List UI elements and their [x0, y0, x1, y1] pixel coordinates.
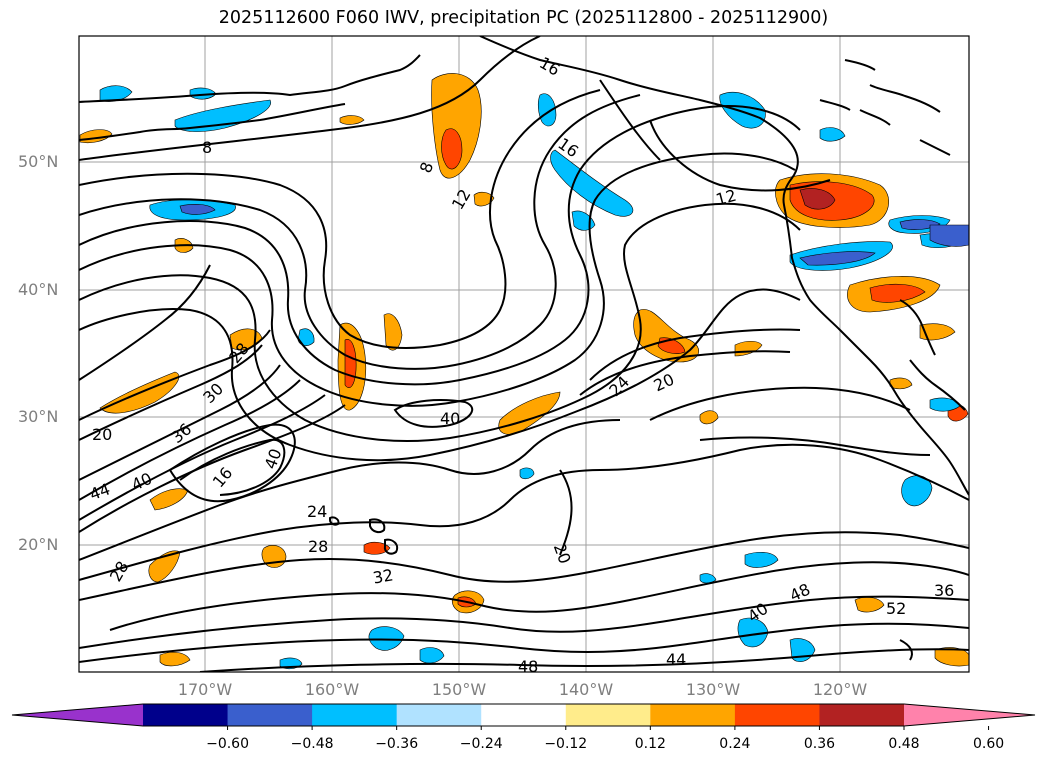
contour-label: 36 [934, 581, 954, 600]
colorbar-tick-label: −0.36 [375, 736, 419, 752]
colorbar-segment [819, 704, 905, 726]
colorbar-tick-label: −0.60 [206, 736, 249, 752]
lon-label: 150°W [431, 680, 487, 699]
contour-label: 44 [666, 650, 686, 669]
contour-label: 48 [518, 657, 538, 676]
colorbar-segment [312, 704, 398, 726]
contour-label: 40 [440, 409, 460, 428]
colorbar-outline [11, 703, 1036, 727]
colorbar-tick-label: 0.36 [803, 736, 836, 752]
lon-label: 130°W [685, 680, 741, 699]
colorbar-tick-label: −0.24 [459, 736, 503, 752]
colorbar-tick-label: 0.48 [888, 736, 920, 752]
colorbar-segment [650, 704, 736, 726]
colorbar-segment [227, 704, 313, 726]
iwv-contours [79, 36, 969, 672]
contour-label: 52 [886, 599, 906, 618]
colorbar-segment [565, 704, 651, 726]
colorbar-extension-low [12, 704, 143, 726]
gridlines [79, 36, 969, 672]
contour-label: 20 [92, 425, 112, 444]
precip-positive-patches [79, 73, 969, 667]
lon-label: 160°W [304, 680, 360, 699]
colorbar-extension-high [904, 704, 1035, 726]
lat-label: 20°N [18, 535, 59, 554]
map-border [78, 35, 970, 673]
colorbar [11, 703, 1036, 730]
lon-label: 120°W [812, 680, 868, 699]
coastlines [79, 36, 969, 661]
lon-label: 140°W [558, 680, 614, 699]
lat-label: 50°N [18, 152, 59, 171]
colorbar-tick-label: −0.48 [290, 736, 334, 752]
colorbar-tick-label: 0.12 [634, 736, 666, 752]
colorbar-tick-label: −0.12 [544, 736, 588, 752]
contour-label: 32 [371, 565, 394, 587]
map-title: 2025112600 F060 IWV, precipitation PC (2… [218, 8, 829, 28]
colorbar-segment [143, 704, 229, 726]
contour-label: 28 [308, 537, 328, 556]
lon-label: 170°W [177, 680, 233, 699]
contour-label: 8 [202, 138, 212, 157]
lat-label: 40°N [18, 280, 59, 299]
precip-negative-patches [99, 85, 969, 670]
colorbar-tick-label: 0.24 [719, 736, 751, 752]
lat-label: 30°N [18, 407, 59, 426]
colorbar-segment [481, 704, 567, 726]
contour-label: 12 [714, 186, 739, 210]
colorbar-segment [396, 704, 482, 726]
contour-label: 24 [307, 502, 327, 521]
colorbar-tick-label: 0.60 [972, 736, 1005, 752]
colorbar-segment [734, 704, 820, 726]
